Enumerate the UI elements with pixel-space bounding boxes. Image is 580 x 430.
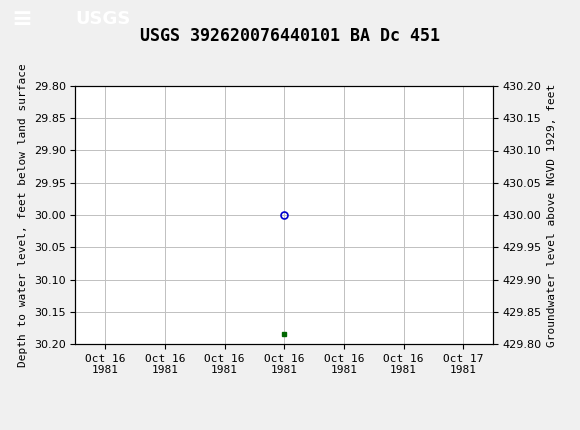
Text: ≡: ≡ bbox=[12, 7, 32, 31]
Text: USGS: USGS bbox=[75, 10, 130, 28]
Y-axis label: Depth to water level, feet below land surface: Depth to water level, feet below land su… bbox=[18, 63, 28, 367]
Y-axis label: Groundwater level above NGVD 1929, feet: Groundwater level above NGVD 1929, feet bbox=[548, 83, 557, 347]
Text: USGS 392620076440101 BA Dc 451: USGS 392620076440101 BA Dc 451 bbox=[140, 27, 440, 45]
